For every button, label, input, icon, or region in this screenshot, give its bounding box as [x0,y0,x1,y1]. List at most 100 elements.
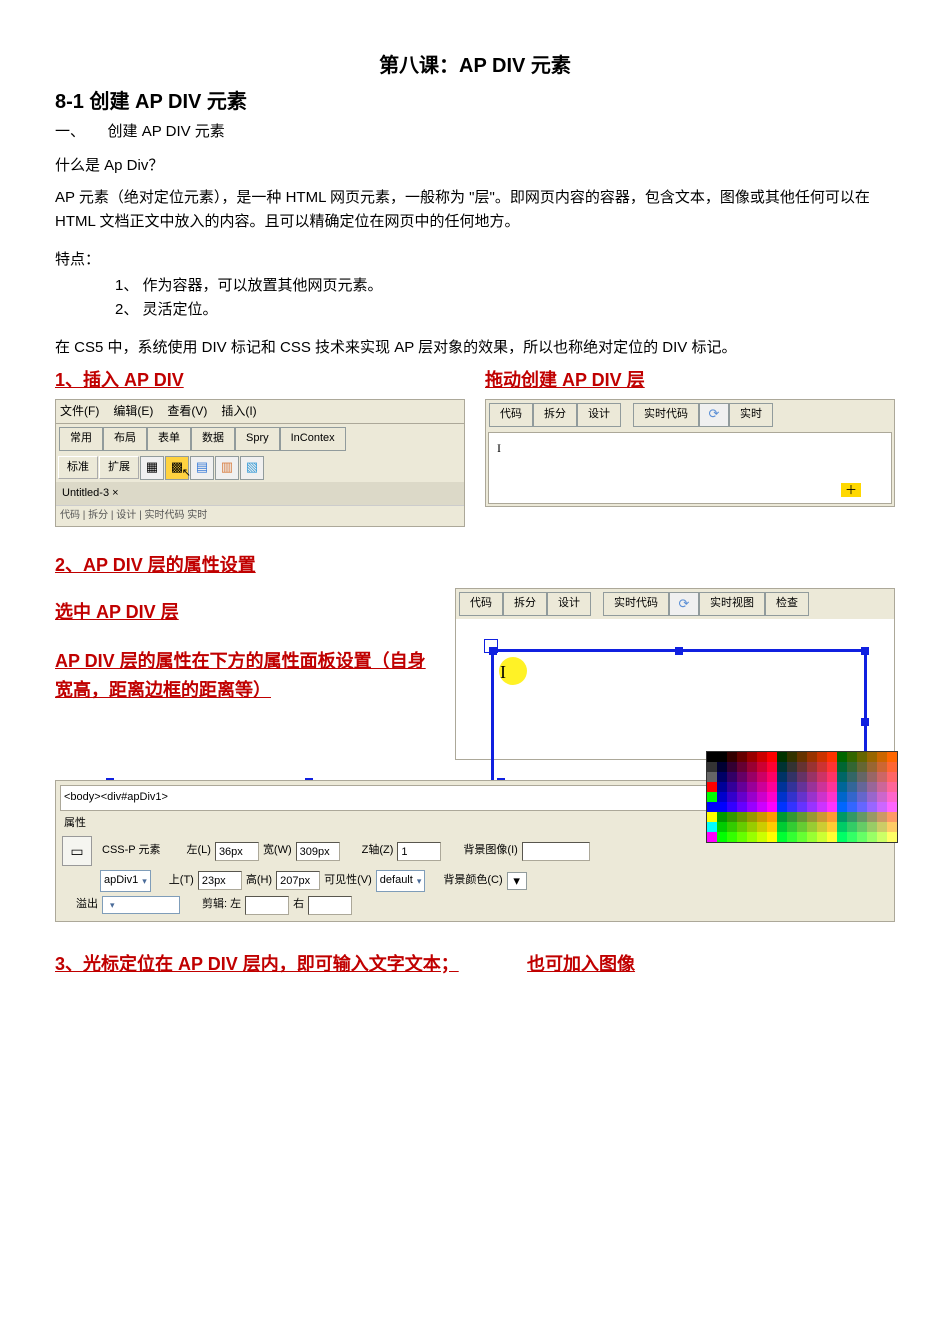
palette-swatch[interactable] [867,802,877,812]
palette-swatch[interactable] [847,832,857,842]
palette-swatch[interactable] [837,752,847,762]
draw-ap-div-icon[interactable]: ▩↖ [165,456,189,480]
palette-swatch[interactable] [787,792,797,802]
palette-swatch[interactable] [857,782,867,792]
palette-swatch[interactable] [877,802,887,812]
palette-swatch[interactable] [877,782,887,792]
palette-swatch[interactable] [827,792,837,802]
palette-swatch[interactable] [707,802,717,812]
palette-swatch[interactable] [777,792,787,802]
palette-swatch[interactable] [827,772,837,782]
palette-swatch[interactable] [797,782,807,792]
palette-swatch[interactable] [867,822,877,832]
palette-swatch[interactable] [767,802,777,812]
palette-swatch[interactable] [827,812,837,822]
palette-swatch[interactable] [767,772,777,782]
palette-swatch[interactable] [757,782,767,792]
insert-tool-icon-1[interactable]: ▤ [190,456,214,480]
palette-swatch[interactable] [757,812,767,822]
palette-swatch[interactable] [747,752,757,762]
palette-swatch[interactable] [847,762,857,772]
view-livecode-2[interactable]: 实时代码 [603,592,669,616]
palette-swatch[interactable] [767,792,777,802]
palette-swatch[interactable] [737,832,747,842]
palette-swatch[interactable] [737,752,747,762]
palette-swatch[interactable] [857,752,867,762]
palette-swatch[interactable] [727,782,737,792]
palette-swatch[interactable] [857,822,867,832]
palette-swatch[interactable] [847,802,857,812]
palette-swatch[interactable] [727,812,737,822]
tab-data[interactable]: 数据 [191,427,235,451]
resize-handle-n[interactable] [675,647,683,655]
palette-swatch[interactable] [747,792,757,802]
vis-select[interactable]: default▾ [376,870,426,892]
palette-swatch[interactable] [777,762,787,772]
palette-swatch[interactable] [837,812,847,822]
palette-swatch[interactable] [807,782,817,792]
palette-swatch[interactable] [877,822,887,832]
palette-swatch[interactable] [717,822,727,832]
palette-swatch[interactable] [707,792,717,802]
palette-swatch[interactable] [867,762,877,772]
palette-swatch[interactable] [847,812,857,822]
clip-right-input[interactable] [308,896,352,915]
palette-swatch[interactable] [707,812,717,822]
palette-swatch[interactable] [757,802,767,812]
palette-swatch[interactable] [777,752,787,762]
palette-swatch[interactable] [797,762,807,772]
palette-swatch[interactable] [787,812,797,822]
palette-swatch[interactable] [717,762,727,772]
insert-tool-icon-2[interactable]: ▥ [215,456,239,480]
palette-swatch[interactable] [717,792,727,802]
palette-swatch[interactable] [867,752,877,762]
palette-swatch[interactable] [847,772,857,782]
palette-swatch[interactable] [747,832,757,842]
palette-swatch[interactable] [717,812,727,822]
palette-swatch[interactable] [707,782,717,792]
palette-swatch[interactable] [807,762,817,772]
palette-swatch[interactable] [827,832,837,842]
palette-swatch[interactable] [857,812,867,822]
palette-swatch[interactable] [867,772,877,782]
palette-swatch[interactable] [807,792,817,802]
palette-swatch[interactable] [737,782,747,792]
view-design[interactable]: 设计 [577,403,621,427]
palette-swatch[interactable] [717,752,727,762]
insert-tool-icon-3[interactable]: ▧ [240,456,264,480]
palette-swatch[interactable] [867,812,877,822]
palette-swatch[interactable] [847,792,857,802]
palette-swatch[interactable] [797,812,807,822]
mode-standard-button[interactable]: 标准 [58,456,98,480]
palette-swatch[interactable] [737,762,747,772]
width-input[interactable]: 309px [296,842,340,861]
tab-common[interactable]: 常用 [59,427,103,451]
view-livecode[interactable]: 实时代码 [633,403,699,427]
view-split[interactable]: 拆分 [533,403,577,427]
palette-swatch[interactable] [767,752,777,762]
palette-swatch[interactable] [737,812,747,822]
palette-swatch[interactable] [807,822,817,832]
palette-swatch[interactable] [887,812,897,822]
palette-swatch[interactable] [737,822,747,832]
palette-swatch[interactable] [837,822,847,832]
resize-handle-nw[interactable] [489,647,497,655]
bgcolor-swatch[interactable]: ▾ [507,872,527,890]
palette-swatch[interactable] [777,832,787,842]
palette-swatch[interactable] [807,812,817,822]
palette-swatch[interactable] [837,832,847,842]
palette-swatch[interactable] [777,802,787,812]
tab-spry[interactable]: Spry [235,427,280,451]
palette-swatch[interactable] [787,832,797,842]
palette-swatch[interactable] [787,772,797,782]
palette-swatch[interactable] [707,762,717,772]
menu-file[interactable]: 文件(F) [60,402,99,421]
palette-swatch[interactable] [877,752,887,762]
top-input[interactable]: 23px [198,871,242,890]
palette-swatch[interactable] [757,822,767,832]
palette-swatch[interactable] [817,822,827,832]
view-design-2[interactable]: 设计 [547,592,591,616]
mode-extend-button[interactable]: 扩展 [99,456,139,480]
palette-swatch[interactable] [887,762,897,772]
palette-swatch[interactable] [817,792,827,802]
